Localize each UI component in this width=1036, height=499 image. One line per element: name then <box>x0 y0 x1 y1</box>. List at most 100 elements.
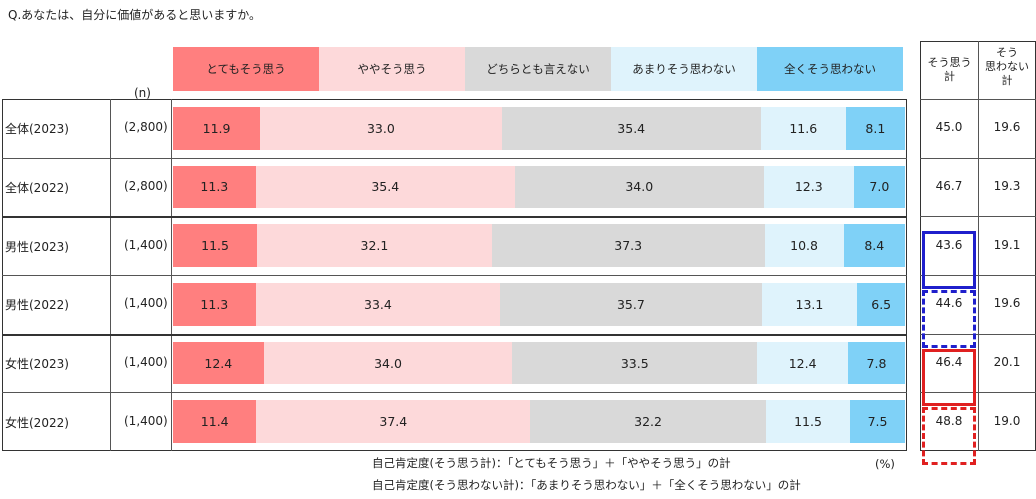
bar-segment: 11.5 <box>765 400 851 443</box>
unit-label: (%) <box>875 457 895 471</box>
bar-segment: 10.8 <box>764 224 844 267</box>
disagree-total-cell: 19.1 <box>993 237 1021 252</box>
bar-segment: 37.3 <box>491 224 765 267</box>
bar-segment: 11.4 <box>173 400 257 443</box>
bar-segment: 11.5 <box>173 224 258 267</box>
row-label: 男性(2022) <box>5 298 69 313</box>
footnote-2: 自己肯定度(そう思わない計)：「あまりそう思わない」＋「全くそう思わない」の計 <box>372 478 801 492</box>
data-label: 11.6 <box>789 120 818 136</box>
row-sample-size: (1,400) <box>124 413 168 428</box>
summary-row-divider <box>920 216 1036 218</box>
bar-segment: 34.0 <box>263 341 513 385</box>
row-divider <box>2 275 907 276</box>
data-label: 12.4 <box>788 355 817 371</box>
data-label: 7.8 <box>866 355 887 371</box>
row-divider <box>2 333 907 336</box>
bar-segment: 13.1 <box>761 283 858 326</box>
legend-item-1: ややそう思う <box>319 47 465 91</box>
bar-segment: 35.4 <box>255 165 515 209</box>
bar-segment: 11.3 <box>173 165 256 209</box>
bar-segment: 7.0 <box>853 165 905 209</box>
agree-total-cell: 45.0 <box>935 120 963 135</box>
legend-item-3: あまりそう思わない <box>611 47 757 91</box>
data-label: 33.0 <box>366 120 395 136</box>
bar-segment: 12.4 <box>173 341 264 385</box>
data-label: 10.8 <box>790 238 818 254</box>
bar-segment: 11.3 <box>173 283 256 326</box>
row-label: 全体(2022) <box>5 181 69 195</box>
bar-segment: 7.8 <box>847 341 905 385</box>
row-sample-size: (1,400) <box>124 296 168 311</box>
highlight-box <box>922 407 976 465</box>
agree-total-cell: 46.7 <box>935 179 963 193</box>
data-label: 37.3 <box>614 238 643 254</box>
bar-segment: 37.4 <box>256 400 531 443</box>
data-label: 35.4 <box>371 179 400 195</box>
bar-segment: 8.1 <box>845 107 905 150</box>
bar-segment: 7.5 <box>850 400 905 443</box>
bar-segment: 33.4 <box>255 283 501 326</box>
row-sample-size: (1,400) <box>124 237 168 252</box>
disagree-total-cell: 19.3 <box>993 179 1021 193</box>
row-divider <box>2 157 907 159</box>
data-label: 11.5 <box>794 414 822 430</box>
data-label: 11.3 <box>200 179 229 195</box>
data-label: 33.4 <box>364 296 392 312</box>
row-label: 男性(2023) <box>5 239 69 254</box>
data-label: 11.5 <box>201 238 229 254</box>
data-label: 33.5 <box>620 355 649 371</box>
highlight-box <box>922 290 976 348</box>
data-label: 34.0 <box>625 179 654 195</box>
agree-total-cell: 43.6 <box>935 237 963 252</box>
data-label: 34.0 <box>374 355 402 371</box>
legend-item-0: とてもそう思う <box>173 47 319 91</box>
bar-segment: 35.4 <box>501 107 761 150</box>
disagree-total-cell: 20.1 <box>993 355 1021 369</box>
legend-item-2: どちらとも言えない <box>465 47 611 91</box>
row-label: 女性(2022) <box>5 415 69 430</box>
summary-row-divider <box>920 333 1036 335</box>
data-label: 37.4 <box>379 414 408 430</box>
row-divider <box>2 216 907 219</box>
row-label: 女性(2023) <box>5 357 69 371</box>
data-label: 8.1 <box>865 120 886 136</box>
bar-segment: 33.0 <box>260 107 502 150</box>
summary-divider <box>978 41 979 451</box>
n-column-header: (n) <box>134 86 151 100</box>
data-label: 13.1 <box>795 296 824 312</box>
data-label: 7.5 <box>867 414 888 430</box>
summary-header-divider <box>920 99 1036 100</box>
summary-row-divider <box>920 392 1036 394</box>
row-sample-size: (2,800) <box>124 179 168 193</box>
bar-segment: 12.4 <box>757 341 848 385</box>
data-label: 35.4 <box>617 120 646 136</box>
agree-total-cell: 46.4 <box>935 355 963 369</box>
legend-item-4: 全くそう思わない <box>757 47 903 91</box>
bar-segment: 12.3 <box>763 165 854 209</box>
row-sample-size: (2,800) <box>124 120 168 135</box>
agree-total-header: そう思う 計 <box>927 56 972 83</box>
disagree-total-cell: 19.6 <box>993 296 1021 311</box>
bar-segment: 8.4 <box>843 224 905 267</box>
agree-total-cell: 44.6 <box>935 296 963 311</box>
bar-segment: 33.5 <box>512 341 758 385</box>
data-label: 11.9 <box>202 120 231 136</box>
row-label: 全体(2023) <box>5 122 69 137</box>
data-label: 7.0 <box>869 179 890 195</box>
bar-segment: 11.9 <box>173 107 261 150</box>
highlight-box <box>922 231 976 289</box>
data-label: 12.4 <box>204 355 233 371</box>
agree-total-cell: 48.8 <box>935 413 963 428</box>
summary-row-divider <box>920 275 1036 276</box>
row-sample-size: (1,400) <box>124 355 168 369</box>
bar-segment: 32.1 <box>257 224 492 267</box>
data-label: 35.7 <box>616 296 645 312</box>
bar-segment: 34.0 <box>514 165 764 209</box>
bar-segment: 11.6 <box>760 107 846 150</box>
data-label: 32.1 <box>360 238 389 254</box>
footnote-1: 自己肯定度(そう思う計)：「とてもそう思う」＋「ややそう思う」の計 <box>372 456 731 470</box>
data-label: 8.4 <box>864 238 885 254</box>
bar-segment: 35.7 <box>500 283 762 326</box>
bar-segment: 6.5 <box>857 283 905 326</box>
disagree-total-cell: 19.6 <box>993 120 1021 135</box>
